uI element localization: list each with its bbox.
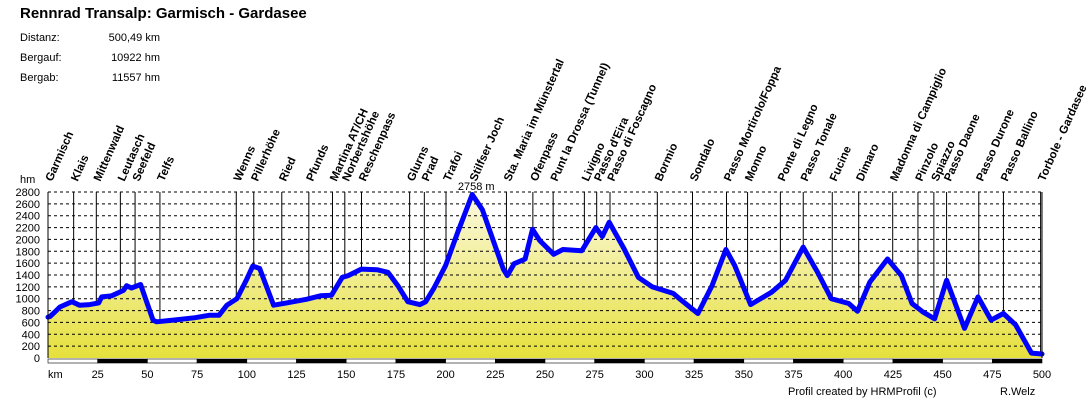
y-tick-label: 2600 xyxy=(16,199,40,211)
km-scale-segment xyxy=(942,358,993,364)
stat-label: Bergauf: xyxy=(20,52,62,64)
km-scale-segment xyxy=(246,358,297,364)
x-tick-label: 350 xyxy=(735,369,753,381)
km-scale-segment xyxy=(991,358,1043,364)
x-tick-label: 225 xyxy=(486,369,504,381)
km-scale-segment xyxy=(345,358,397,364)
x-axis-label: km xyxy=(48,369,63,381)
stat-value: 11557 hm xyxy=(111,72,160,84)
y-tick-label: 2200 xyxy=(16,223,40,235)
waypoint-label: Stilfser Joch xyxy=(468,115,507,183)
x-tick-label: 175 xyxy=(387,369,405,381)
x-tick-label: 400 xyxy=(834,369,852,381)
stat-label: Bergab: xyxy=(20,72,59,84)
y-tick-label: 2400 xyxy=(16,211,40,223)
km-scale-segment xyxy=(395,358,446,364)
y-tick-label: 400 xyxy=(22,329,40,341)
km-scale-segment xyxy=(97,358,148,364)
x-tick-label: 100 xyxy=(238,369,256,381)
km-scale-segment xyxy=(793,358,844,364)
x-tick-label: 25 xyxy=(92,369,104,381)
x-tick-label: 275 xyxy=(586,369,604,381)
y-tick-label: 1800 xyxy=(16,246,40,258)
elevation-profile-line xyxy=(45,192,1045,357)
max-elevation-annotation: 2758 m xyxy=(458,181,495,193)
km-scale-segment xyxy=(494,358,546,364)
y-tick-label: 2800 xyxy=(16,187,40,199)
y-tick-label: 1400 xyxy=(16,270,40,282)
x-tick-label: 200 xyxy=(436,369,454,381)
waypoint-label: Ried xyxy=(278,156,299,184)
x-tick-label: 75 xyxy=(191,369,203,381)
y-tick-label: 0 xyxy=(34,353,40,365)
x-tick-label: 300 xyxy=(635,369,653,381)
credit-text: Profil created by HRMProfil (c) xyxy=(788,386,937,398)
stat-label: Distanz: xyxy=(20,32,60,44)
x-tick-label: 500 xyxy=(1033,369,1051,381)
x-tick-label: 475 xyxy=(983,369,1001,381)
waypoint-label: Dimaro xyxy=(854,142,881,183)
waypoint-label: Bormio xyxy=(653,142,680,184)
km-scale-segment xyxy=(296,358,347,364)
x-tick-label: 50 xyxy=(141,369,153,381)
y-tick-label: 200 xyxy=(22,341,40,353)
km-scale-segment xyxy=(47,358,99,364)
y-tick-label: 1000 xyxy=(16,294,40,306)
waypoint-label: Fucine xyxy=(828,144,854,183)
x-tick-label: 450 xyxy=(933,369,951,381)
stat-value: 500,49 km xyxy=(108,32,160,44)
km-scale-segment xyxy=(644,358,695,364)
x-tick-label: 325 xyxy=(685,369,703,381)
km-scale-segment xyxy=(743,358,794,364)
y-axis-label: hm xyxy=(20,174,35,186)
y-tick-label: 2000 xyxy=(16,234,40,246)
km-scale-segment xyxy=(842,358,894,364)
y-tick-label: 1200 xyxy=(16,282,40,294)
x-tick-label: 375 xyxy=(784,369,802,381)
km-scale-segment xyxy=(445,358,496,364)
km-scale-segment xyxy=(594,358,645,364)
stat-value: 10922 hm xyxy=(111,52,160,64)
y-tick-label: 1600 xyxy=(16,258,40,270)
profile-area-fill xyxy=(48,194,1042,358)
x-tick-label: 150 xyxy=(337,369,355,381)
waypoint-label: Trafoi xyxy=(442,150,466,183)
waypoint-label: Pfunds xyxy=(305,143,332,183)
waypoint-label: Sondalo xyxy=(688,137,717,183)
waypoint-label: Torbole - Gardasee xyxy=(1036,83,1089,183)
x-tick-label: 250 xyxy=(536,369,554,381)
waypoint-label: Telfs xyxy=(156,155,178,184)
x-tick-label: 425 xyxy=(884,369,902,381)
km-scale-segment xyxy=(147,358,198,364)
km-scale-segment xyxy=(693,358,745,364)
km-scale-segment xyxy=(196,358,248,364)
author-text: R.Welz xyxy=(1000,386,1036,398)
km-scale-segment xyxy=(892,358,943,364)
x-tick-label: 125 xyxy=(287,369,305,381)
page-title: Rennrad Transalp: Garmisch - Gardasee xyxy=(20,5,307,22)
km-scale-segment xyxy=(544,358,596,364)
y-tick-label: 800 xyxy=(22,306,40,318)
y-tick-label: 600 xyxy=(22,317,40,329)
waypoint-label: Klais xyxy=(69,153,91,183)
